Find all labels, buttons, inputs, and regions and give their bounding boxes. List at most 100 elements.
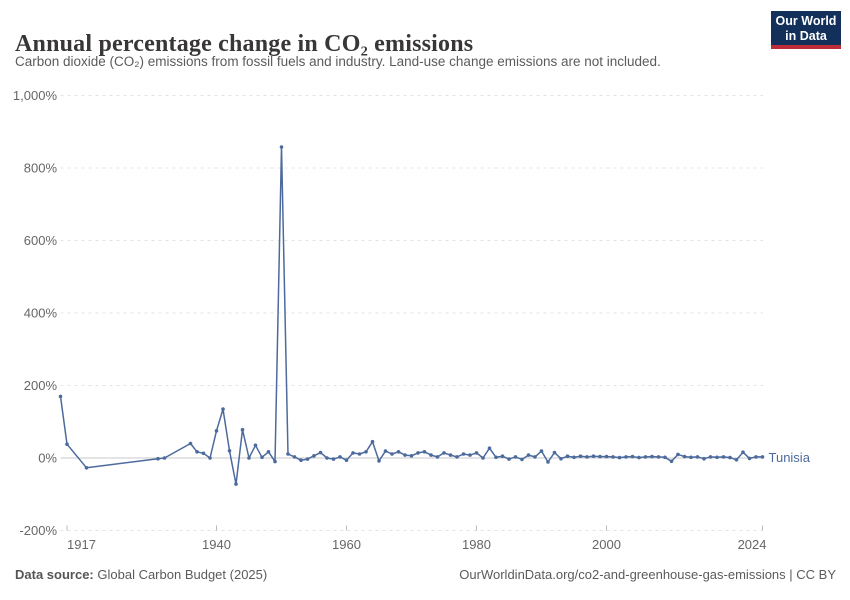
data-point[interactable]: [656, 455, 661, 459]
data-point[interactable]: [513, 455, 518, 459]
data-point[interactable]: [468, 453, 472, 457]
data-point[interactable]: [585, 455, 589, 459]
data-point[interactable]: [65, 442, 69, 447]
data-point[interactable]: [526, 453, 531, 457]
data-point[interactable]: [481, 456, 485, 460]
data-point[interactable]: [273, 459, 277, 464]
data-point[interactable]: [669, 459, 674, 464]
data-point[interactable]: [429, 453, 433, 457]
data-point[interactable]: [643, 455, 648, 459]
citation-link[interactable]: OurWorldinData.org/co2-and-greenhouse-ga…: [459, 567, 836, 582]
data-point[interactable]: [461, 452, 466, 456]
data-point[interactable]: [474, 451, 479, 455]
data-point[interactable]: [663, 455, 667, 460]
data-point[interactable]: [156, 456, 160, 461]
data-point[interactable]: [500, 454, 505, 459]
data-point[interactable]: [721, 455, 726, 459]
series-line[interactable]: [59, 146, 763, 485]
data-point[interactable]: [279, 145, 284, 149]
data-point[interactable]: [221, 407, 225, 411]
data-point[interactable]: [422, 450, 427, 454]
data-point[interactable]: [266, 450, 271, 454]
data-point[interactable]: [201, 451, 206, 456]
data-point[interactable]: [357, 452, 362, 456]
data-point[interactable]: [676, 452, 680, 457]
data-point[interactable]: [299, 458, 303, 463]
data-point[interactable]: [611, 455, 615, 459]
data-point[interactable]: [448, 453, 453, 457]
data-point[interactable]: [533, 455, 537, 459]
data-point[interactable]: [292, 455, 297, 459]
data-point[interactable]: [370, 439, 375, 444]
data-point[interactable]: [624, 455, 628, 459]
data-point[interactable]: [546, 460, 550, 464]
data-point[interactable]: [351, 451, 355, 455]
data-point[interactable]: [689, 455, 693, 460]
data-point[interactable]: [637, 455, 641, 460]
data-point[interactable]: [617, 455, 622, 460]
data-point[interactable]: [435, 455, 440, 459]
data-point[interactable]: [325, 456, 329, 460]
data-point[interactable]: [734, 458, 739, 462]
data-point[interactable]: [650, 454, 654, 459]
data-point[interactable]: [520, 457, 524, 462]
data-point[interactable]: [162, 456, 167, 460]
data-point[interactable]: [565, 454, 570, 459]
data-point[interactable]: [487, 446, 492, 451]
data-point[interactable]: [494, 455, 498, 460]
data-point[interactable]: [396, 450, 401, 454]
data-point[interactable]: [260, 455, 264, 460]
data-point[interactable]: [578, 454, 583, 459]
data-point[interactable]: [760, 455, 765, 459]
data-point[interactable]: [591, 454, 596, 459]
data-point[interactable]: [234, 482, 238, 486]
data-point[interactable]: [403, 453, 407, 457]
data-point[interactable]: [708, 455, 713, 459]
data-point[interactable]: [598, 454, 602, 459]
data-point[interactable]: [240, 427, 245, 432]
data-point[interactable]: [383, 449, 388, 453]
data-point[interactable]: [559, 456, 563, 461]
data-point[interactable]: [208, 456, 212, 460]
data-point[interactable]: [364, 450, 368, 454]
data-point[interactable]: [695, 455, 700, 459]
data-point[interactable]: [214, 429, 219, 433]
data-point[interactable]: [390, 452, 394, 456]
data-point[interactable]: [747, 456, 752, 461]
data-point[interactable]: [741, 450, 745, 455]
data-point[interactable]: [572, 455, 576, 460]
data-point[interactable]: [728, 455, 732, 460]
data-point[interactable]: [58, 394, 63, 399]
data-point[interactable]: [442, 451, 446, 455]
data-point[interactable]: [552, 450, 557, 455]
entity-label[interactable]: Tunisia: [768, 449, 810, 465]
data-point[interactable]: [715, 455, 719, 460]
data-point[interactable]: [331, 457, 336, 461]
data-point[interactable]: [305, 457, 310, 461]
data-point[interactable]: [409, 454, 414, 458]
data-point[interactable]: [338, 455, 342, 459]
data-point[interactable]: [507, 457, 511, 461]
data-point[interactable]: [312, 454, 316, 458]
data-point[interactable]: [344, 458, 349, 463]
data-point[interactable]: [195, 450, 199, 454]
data-point[interactable]: [630, 454, 635, 459]
chart-plot[interactable]: -200% 0% 200% 400% 600% 800% 1,000% 1917 1940 196…: [0, 0, 850, 560]
data-point[interactable]: [253, 443, 258, 448]
data-point[interactable]: [318, 450, 323, 455]
data-point[interactable]: [754, 455, 758, 459]
data-point[interactable]: [682, 454, 687, 459]
data-point[interactable]: [604, 454, 609, 459]
data-point[interactable]: [702, 456, 706, 461]
y-tick-label: -200%: [19, 523, 57, 538]
data-point[interactable]: [455, 455, 459, 459]
data-point[interactable]: [247, 456, 251, 460]
data-point[interactable]: [539, 449, 544, 453]
data-point[interactable]: [84, 466, 89, 470]
data-point[interactable]: [188, 441, 193, 446]
owid-logo[interactable]: Our World in Data: [771, 11, 841, 49]
data-point[interactable]: [227, 449, 232, 453]
data-point[interactable]: [377, 459, 381, 463]
data-point[interactable]: [416, 451, 420, 455]
data-point[interactable]: [286, 452, 290, 456]
